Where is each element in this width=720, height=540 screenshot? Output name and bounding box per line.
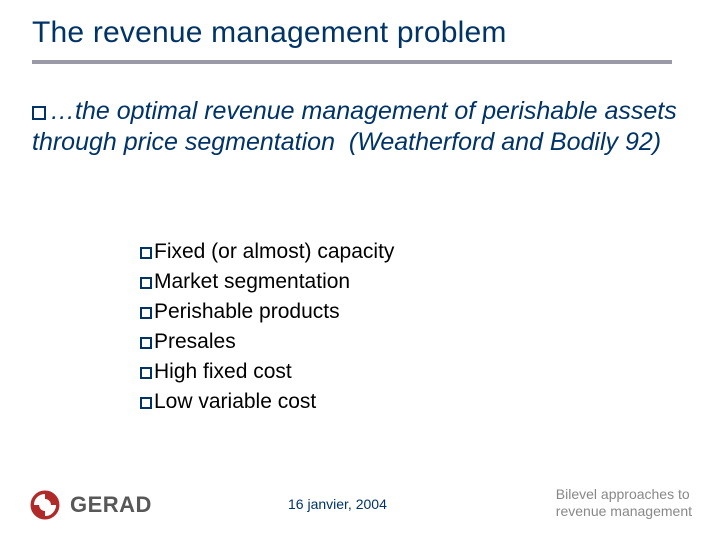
sub-item: Low variable cost xyxy=(140,390,640,414)
square-bullet-icon xyxy=(140,277,152,289)
sub-item-text: Fixed (or almost) capacity xyxy=(154,240,394,263)
main-citation: (Weatherford and Bodily 92) xyxy=(349,128,661,156)
sub-item: Perishable products xyxy=(140,300,640,324)
square-bullet-icon xyxy=(140,337,152,349)
square-bullet-icon xyxy=(140,367,152,379)
sub-item-text: Presales xyxy=(154,330,236,353)
gerad-logo-icon xyxy=(28,488,62,522)
sub-list: Fixed (or almost) capacity Market segmen… xyxy=(140,240,640,420)
sub-item-text: Perishable products xyxy=(154,300,340,323)
sub-item-text: Low variable cost xyxy=(154,390,316,413)
slide-title: The revenue management problem xyxy=(32,16,507,50)
footer-date: 16 janvier, 2004 xyxy=(288,496,387,512)
main-bullet: …the optimal revenue management of peris… xyxy=(32,96,682,159)
title-rule xyxy=(32,60,672,64)
square-bullet-icon xyxy=(32,106,46,120)
footer-sub-line2: revenue management xyxy=(556,503,692,519)
footer: GERAD 16 janvier, 2004 Bilevel approache… xyxy=(28,480,692,522)
sub-item: Presales xyxy=(140,330,640,354)
logo-text: GERAD xyxy=(70,492,152,518)
square-bullet-icon xyxy=(140,247,152,259)
logo: GERAD xyxy=(28,488,152,522)
sub-item: Fixed (or almost) capacity xyxy=(140,240,640,264)
slide: The revenue management problem …the opti… xyxy=(0,0,720,540)
footer-sub-line1: Bilevel approaches to xyxy=(556,486,690,502)
sub-item: Market segmentation xyxy=(140,270,640,294)
square-bullet-icon xyxy=(140,397,152,409)
square-bullet-icon xyxy=(140,307,152,319)
sub-item: High fixed cost xyxy=(140,360,640,384)
footer-subtitle: Bilevel approaches to revenue management xyxy=(556,486,692,520)
sub-item-text: Market segmentation xyxy=(154,270,350,293)
sub-item-text: High fixed cost xyxy=(154,360,292,383)
